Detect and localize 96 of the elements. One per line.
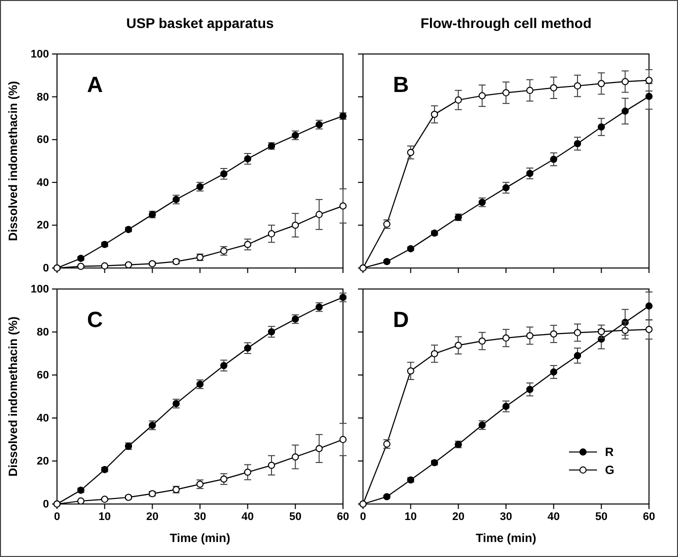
x-axis-title: Time (min) bbox=[476, 531, 536, 545]
point bbox=[502, 184, 510, 192]
x-tick-label: 10 bbox=[98, 510, 111, 523]
point bbox=[622, 108, 629, 115]
point bbox=[454, 342, 462, 349]
y-tick-label: 100 bbox=[30, 48, 49, 61]
point bbox=[502, 402, 510, 410]
point bbox=[244, 240, 252, 248]
x-axis-title: Time (min) bbox=[170, 531, 230, 545]
x-tick-label: 10 bbox=[404, 510, 417, 523]
point bbox=[430, 350, 438, 358]
point bbox=[383, 493, 390, 500]
y-tick-label: 80 bbox=[36, 326, 49, 339]
point bbox=[502, 334, 510, 342]
point bbox=[574, 82, 582, 90]
x-tick-label: 50 bbox=[595, 510, 608, 523]
x-tick-label: 0 bbox=[54, 510, 60, 523]
point bbox=[77, 262, 84, 270]
point bbox=[124, 261, 132, 268]
y-axis-title: Dissolved indomethacin (%) bbox=[6, 80, 20, 242]
chart-title: Flow-through cell method bbox=[420, 15, 592, 31]
point bbox=[502, 89, 510, 96]
point bbox=[598, 80, 605, 88]
point bbox=[339, 202, 347, 210]
y-tick-label: 60 bbox=[36, 134, 49, 146]
point bbox=[526, 86, 534, 94]
point bbox=[478, 92, 486, 100]
y-tick-label: 20 bbox=[36, 456, 49, 468]
point bbox=[292, 453, 299, 460]
point bbox=[407, 367, 414, 374]
annotation: A bbox=[87, 72, 103, 97]
point bbox=[478, 337, 486, 345]
point bbox=[550, 330, 558, 338]
point bbox=[622, 326, 629, 334]
point bbox=[526, 170, 534, 177]
point bbox=[574, 140, 582, 148]
point bbox=[77, 497, 84, 505]
annotation: B bbox=[393, 72, 409, 97]
point bbox=[550, 368, 558, 376]
y-tick-label: 80 bbox=[36, 91, 49, 104]
point bbox=[220, 475, 228, 483]
y-tick-label: 0 bbox=[42, 498, 49, 511]
point bbox=[645, 302, 653, 310]
y-tick-label: 0 bbox=[42, 262, 49, 275]
y-tick-label: 60 bbox=[36, 370, 49, 382]
point bbox=[268, 462, 276, 469]
point bbox=[550, 156, 558, 163]
point bbox=[526, 332, 534, 340]
point bbox=[526, 386, 534, 393]
point bbox=[550, 84, 558, 92]
point bbox=[645, 326, 653, 334]
point bbox=[148, 260, 156, 268]
point bbox=[220, 170, 228, 178]
point bbox=[574, 329, 582, 336]
point bbox=[574, 352, 582, 360]
legend-label: G bbox=[605, 463, 614, 477]
point bbox=[244, 344, 252, 352]
y-tick-label: 40 bbox=[36, 176, 49, 189]
x-tick-label: 20 bbox=[452, 510, 464, 523]
point bbox=[244, 468, 252, 476]
y-axis-title: Dissolved indomethacin (%) bbox=[6, 316, 20, 477]
point bbox=[220, 362, 228, 370]
y-tick-label: 40 bbox=[36, 412, 49, 425]
chart-title: USP basket apparatus bbox=[126, 15, 274, 31]
x-tick-label: 30 bbox=[500, 510, 512, 523]
point bbox=[598, 123, 605, 131]
x-tick-label: 30 bbox=[194, 510, 206, 523]
x-tick-label: 0 bbox=[360, 510, 366, 523]
point bbox=[101, 496, 108, 503]
x-tick-label: 50 bbox=[289, 510, 302, 523]
point bbox=[244, 155, 252, 162]
point bbox=[645, 76, 653, 84]
point bbox=[454, 96, 462, 104]
point bbox=[598, 328, 605, 336]
point bbox=[101, 262, 108, 270]
point bbox=[430, 110, 438, 118]
point bbox=[645, 92, 653, 100]
point bbox=[622, 78, 629, 86]
x-tick-label: 60 bbox=[336, 510, 350, 523]
point bbox=[316, 444, 323, 452]
annotation: D bbox=[393, 307, 409, 332]
x-tick-label: 40 bbox=[242, 510, 254, 523]
point bbox=[383, 258, 390, 266]
point bbox=[268, 230, 276, 238]
point bbox=[339, 436, 347, 444]
point bbox=[407, 148, 414, 156]
y-tick-label: 20 bbox=[36, 220, 49, 232]
legend-label: R bbox=[605, 445, 614, 459]
y-tick-label: 100 bbox=[30, 284, 49, 296]
point bbox=[268, 328, 276, 336]
point bbox=[316, 210, 323, 218]
annotation: C bbox=[87, 307, 103, 332]
x-tick-label: 40 bbox=[548, 510, 560, 523]
x-tick-label: 60 bbox=[642, 510, 656, 523]
x-tick-label: 20 bbox=[146, 510, 158, 523]
point bbox=[292, 222, 299, 229]
